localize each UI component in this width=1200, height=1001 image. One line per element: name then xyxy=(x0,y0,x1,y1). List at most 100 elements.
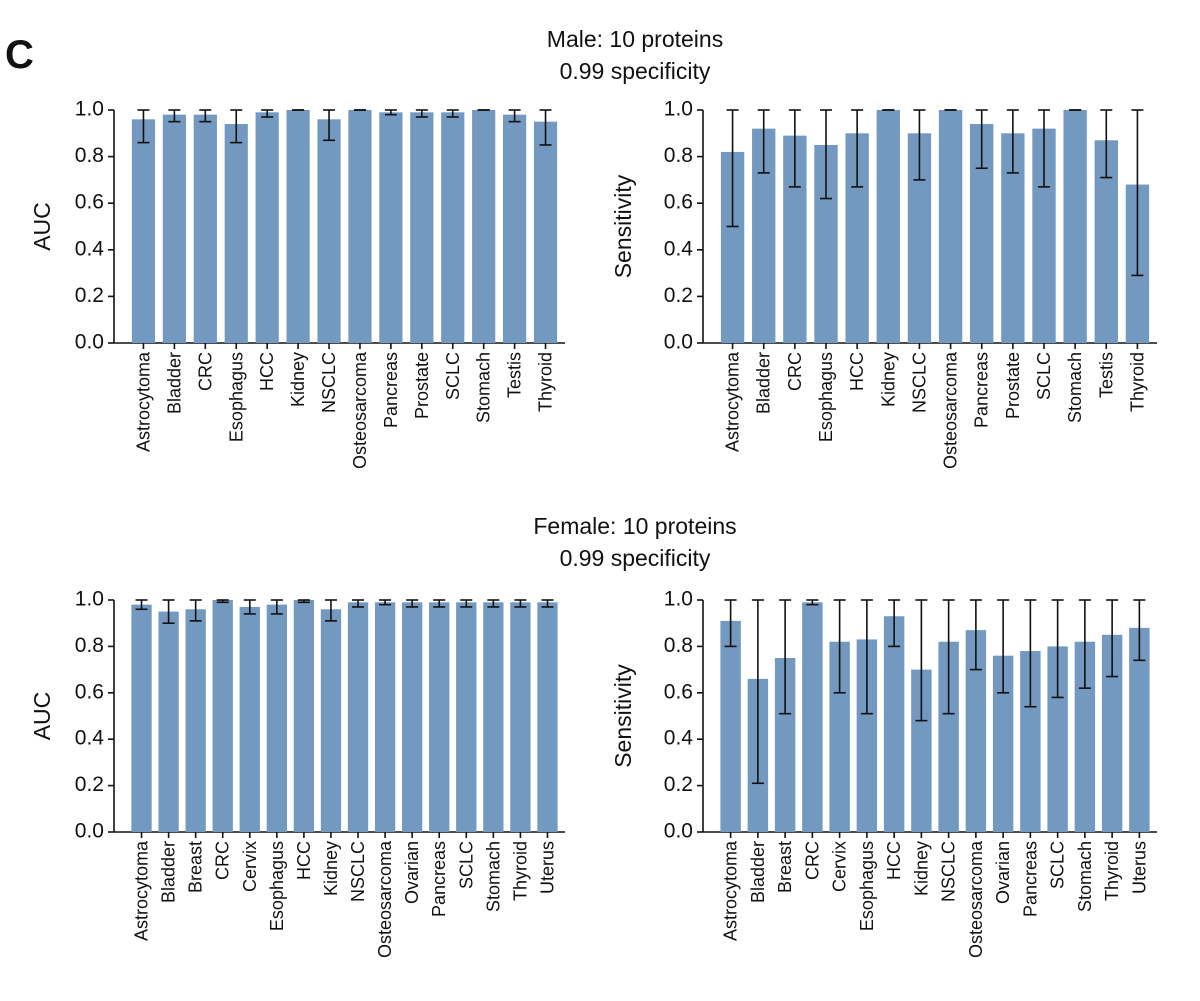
x-tick-label: Prostate xyxy=(412,352,432,419)
x-tick-label: NSCLC xyxy=(348,841,368,902)
y-tick-label: 0.0 xyxy=(664,820,693,843)
y-tick-label: 0.4 xyxy=(664,727,694,750)
y-tick-label: 0.8 xyxy=(75,144,104,167)
x-tick-label: Pancreas xyxy=(381,352,401,428)
x-tick-label: Kidney xyxy=(321,841,341,896)
bar-stomach xyxy=(1063,110,1087,343)
bar-esophagus xyxy=(856,639,878,832)
x-tick-label: Uterus xyxy=(1129,841,1149,894)
x-tick-label: Pancreas xyxy=(1020,841,1040,917)
bar-breast xyxy=(774,658,796,832)
y-tick-label: 0.2 xyxy=(75,284,104,307)
y-axis-label: Sensitivity xyxy=(610,664,636,768)
bar-kidney xyxy=(286,110,310,343)
female-title-line-2: 0.99 specificity xyxy=(560,545,711,571)
chart-female-auc: AUC 0.0 0.2 0.4 0.6 0.8 1.0 Astrocytoma Bladder B… xyxy=(29,588,565,958)
x-tick-label: Osteosarcoma xyxy=(966,840,986,958)
x-tick-label: NSCLC xyxy=(939,841,959,902)
bar-prostate xyxy=(410,112,434,343)
y-axis-label: Sensitivity xyxy=(610,174,636,278)
x-tick-label: Stomach xyxy=(1065,352,1085,423)
bar-bladder xyxy=(158,611,179,832)
bar-stomach xyxy=(1074,641,1096,832)
bar-uterus xyxy=(537,602,558,832)
bar-astrocytoma xyxy=(720,151,745,343)
y-tick-label: 0.6 xyxy=(664,191,693,214)
y-axis-label: AUC xyxy=(29,692,55,741)
bar-testis xyxy=(503,114,527,343)
x-tick-label: Osteosarcoma xyxy=(941,351,961,469)
x-tick-label: Uterus xyxy=(537,841,557,894)
bar-nsclc xyxy=(347,602,369,832)
bar-stomach xyxy=(472,110,496,343)
x-tick-label: HCC xyxy=(294,841,314,880)
bar-cervix xyxy=(829,641,850,832)
bar-nsclc xyxy=(317,119,341,343)
bar-astrocytoma xyxy=(131,604,152,832)
x-tick-label: Testis xyxy=(505,352,525,398)
y-tick-label: 1.0 xyxy=(664,588,693,611)
x-tick-label: CRC xyxy=(785,352,805,391)
y-axis-label: AUC xyxy=(29,202,55,251)
x-tick-label: HCC xyxy=(257,352,277,391)
bar-bladder xyxy=(752,128,776,343)
x-tick-label: Ovarian xyxy=(402,841,422,904)
bar-stomach xyxy=(483,602,504,832)
y-tick-label: 0.0 xyxy=(75,331,104,354)
bar-osteosarcoma xyxy=(348,110,372,343)
bar-thyroid xyxy=(533,121,558,344)
bar-sclc xyxy=(1032,128,1056,343)
bar-sclc xyxy=(1047,646,1068,832)
y-tick-label: 0.6 xyxy=(75,680,104,703)
x-tick-label: Esophagus xyxy=(267,841,287,931)
y-tick-label: 1.0 xyxy=(75,98,104,121)
bar-esophagus xyxy=(224,123,248,343)
y-tick-label: 1.0 xyxy=(664,98,693,121)
bar-sclc xyxy=(441,112,465,343)
y-tick-label: 0.8 xyxy=(664,144,693,167)
x-tick-label: SCLC xyxy=(443,352,463,400)
x-tick-label: Esophagus xyxy=(816,352,836,442)
bar-hcc xyxy=(293,600,315,832)
bar-thyroid xyxy=(510,602,531,832)
x-tick-label: Stomach xyxy=(474,352,494,423)
x-tick-label: Testis xyxy=(1096,352,1116,398)
x-tick-label: Breast xyxy=(186,841,206,893)
bar-uterus xyxy=(1129,627,1150,832)
x-tick-label: Astrocytoma xyxy=(723,351,743,452)
x-tick-label: Astrocytoma xyxy=(133,351,153,452)
bar-astrocytoma xyxy=(720,620,741,832)
bar-pancreas xyxy=(379,112,403,343)
y-tick-label: 0.4 xyxy=(75,727,105,750)
x-tick-label: Osteosarcoma xyxy=(375,840,395,958)
bar-cervix xyxy=(239,606,260,832)
x-tick-label: CRC xyxy=(802,841,822,880)
bar-sclc xyxy=(456,602,477,832)
y-tick-label: 0.6 xyxy=(664,680,693,703)
bar-astrocytoma xyxy=(131,119,156,343)
x-tick-label: Kidney xyxy=(911,841,931,896)
x-tick-label: Stomach xyxy=(1075,841,1095,912)
bar-pancreas xyxy=(970,123,994,343)
y-tick-label: 0.8 xyxy=(75,634,104,657)
x-tick-label: SCLC xyxy=(1034,352,1054,400)
x-tick-label: Thyroid xyxy=(1102,841,1122,901)
x-tick-label: Esophagus xyxy=(857,841,877,931)
x-tick-label: Breast xyxy=(775,841,795,893)
bar-ovarian xyxy=(992,655,1014,832)
bar-breast xyxy=(185,609,206,832)
bar-nsclc xyxy=(938,641,959,832)
y-tick-label: 0.6 xyxy=(75,191,104,214)
bar-osteosarcoma xyxy=(965,630,987,832)
bar-prostate xyxy=(1001,133,1025,343)
y-tick-label: 0.0 xyxy=(664,331,693,354)
x-tick-label: Pancreas xyxy=(972,352,992,428)
x-tick-label: CRC xyxy=(213,841,233,880)
male-title-line-1: Male: 10 proteins xyxy=(547,26,723,52)
x-tick-label: SCLC xyxy=(456,841,476,889)
y-tick-label: 0.2 xyxy=(664,773,693,796)
x-tick-label: Astrocytoma xyxy=(721,840,741,941)
bar-osteosarcoma xyxy=(374,602,396,832)
x-tick-label: Cervix xyxy=(830,841,850,892)
